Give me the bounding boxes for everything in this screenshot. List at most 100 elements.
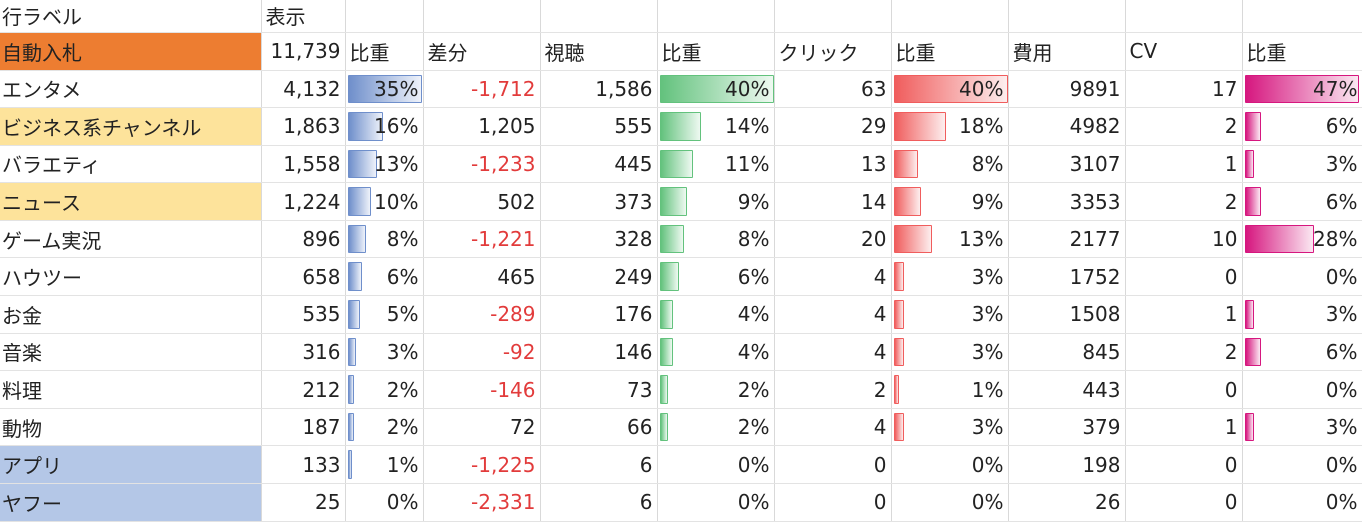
view-value[interactable]: 1,586: [540, 70, 658, 109]
display-value[interactable]: 187: [261, 408, 346, 447]
diff-value[interactable]: 72: [423, 408, 541, 447]
col-diff-header[interactable]: 差分: [423, 32, 541, 71]
click-value[interactable]: 14: [774, 182, 892, 221]
col-click-header[interactable]: クリック: [774, 32, 892, 71]
click-value[interactable]: 4: [774, 257, 892, 297]
ratio-cell[interactable]: 0%: [657, 483, 775, 522]
diff-value[interactable]: 1,205: [423, 107, 541, 146]
row-label[interactable]: バラエティ: [0, 145, 262, 184]
ratio-cell[interactable]: 18%: [891, 107, 1009, 146]
ratio-cell[interactable]: 35%: [345, 70, 424, 109]
cv-value[interactable]: 10: [1125, 220, 1243, 259]
cost-value[interactable]: 3107: [1008, 145, 1126, 184]
click-value[interactable]: 20: [774, 220, 892, 259]
group-label[interactable]: 自動入札: [0, 32, 262, 71]
display-value[interactable]: 1,863: [261, 107, 346, 146]
ratio-cell[interactable]: 0%: [1242, 483, 1362, 522]
cv-value[interactable]: 0: [1125, 445, 1243, 485]
diff-value[interactable]: -92: [423, 333, 541, 372]
cost-value[interactable]: 443: [1008, 370, 1126, 409]
ratio-cell[interactable]: 3%: [1242, 145, 1362, 184]
ratio-cell[interactable]: 16%: [345, 107, 424, 146]
row-label[interactable]: 料理: [0, 370, 262, 409]
ratio-cell[interactable]: 11%: [657, 145, 775, 184]
ratio-cell[interactable]: 8%: [657, 220, 775, 259]
click-value[interactable]: 0: [774, 445, 892, 485]
ratio-cell[interactable]: 8%: [891, 145, 1009, 184]
ratio-cell[interactable]: 47%: [1242, 70, 1362, 109]
diff-value[interactable]: -289: [423, 295, 541, 334]
click-value[interactable]: 4: [774, 333, 892, 372]
cost-value[interactable]: 198: [1008, 445, 1126, 485]
ratio-cell[interactable]: 0%: [657, 445, 775, 485]
cost-value[interactable]: 1508: [1008, 295, 1126, 334]
row-label-header[interactable]: 行ラベル: [0, 0, 262, 33]
ratio-cell[interactable]: 6%: [657, 257, 775, 297]
row-label[interactable]: ハウツー: [0, 257, 262, 297]
view-value[interactable]: 6: [540, 445, 658, 485]
ratio-cell[interactable]: 6%: [1242, 107, 1362, 146]
cv-value[interactable]: 1: [1125, 145, 1243, 184]
ratio-cell[interactable]: 4%: [657, 333, 775, 372]
ratio-cell[interactable]: 8%: [345, 220, 424, 259]
row-label[interactable]: ヤフー: [0, 483, 262, 522]
ratio-cell[interactable]: 6%: [1242, 182, 1362, 221]
view-value[interactable]: 328: [540, 220, 658, 259]
ratio-cell[interactable]: 2%: [345, 408, 424, 447]
row-label[interactable]: お金: [0, 295, 262, 334]
view-value[interactable]: 373: [540, 182, 658, 221]
display-value[interactable]: 535: [261, 295, 346, 334]
cost-value[interactable]: 4982: [1008, 107, 1126, 146]
display-value[interactable]: 4,132: [261, 70, 346, 109]
view-value[interactable]: 73: [540, 370, 658, 409]
cost-value[interactable]: 1752: [1008, 257, 1126, 297]
diff-value[interactable]: -1,221: [423, 220, 541, 259]
diff-value[interactable]: 502: [423, 182, 541, 221]
row-label[interactable]: 音楽: [0, 333, 262, 372]
click-value[interactable]: 2: [774, 370, 892, 409]
col-view-header[interactable]: 視聴: [540, 32, 658, 71]
cost-value[interactable]: 26: [1008, 483, 1126, 522]
col-cost-header[interactable]: 費用: [1008, 32, 1126, 71]
ratio-cell[interactable]: 3%: [891, 257, 1009, 297]
ratio-cell[interactable]: 2%: [657, 370, 775, 409]
col-ratio-header[interactable]: 比重: [891, 32, 1009, 71]
ratio-cell[interactable]: 2%: [345, 370, 424, 409]
display-value[interactable]: 316: [261, 333, 346, 372]
cost-value[interactable]: 3353: [1008, 182, 1126, 221]
cv-value[interactable]: 1: [1125, 408, 1243, 447]
ratio-cell[interactable]: 1%: [345, 445, 424, 485]
diff-value[interactable]: 465: [423, 257, 541, 297]
ratio-cell[interactable]: 3%: [1242, 295, 1362, 334]
ratio-cell[interactable]: 9%: [657, 182, 775, 221]
row-label[interactable]: ビジネス系チャンネル: [0, 107, 262, 146]
view-value[interactable]: 249: [540, 257, 658, 297]
click-value[interactable]: 29: [774, 107, 892, 146]
cv-value[interactable]: 0: [1125, 257, 1243, 297]
row-label[interactable]: ニュース: [0, 182, 262, 221]
col-ratio-header[interactable]: 比重: [345, 32, 424, 71]
ratio-cell[interactable]: 3%: [891, 408, 1009, 447]
view-value[interactable]: 176: [540, 295, 658, 334]
display-value[interactable]: 1,224: [261, 182, 346, 221]
ratio-cell[interactable]: 0%: [891, 445, 1009, 485]
row-label[interactable]: 動物: [0, 408, 262, 447]
cv-value[interactable]: 0: [1125, 483, 1243, 522]
col-ratio-header[interactable]: 比重: [657, 32, 775, 71]
ratio-cell[interactable]: 13%: [345, 145, 424, 184]
cv-value[interactable]: 1: [1125, 295, 1243, 334]
ratio-cell[interactable]: 3%: [345, 333, 424, 372]
display-value[interactable]: 896: [261, 220, 346, 259]
display-value[interactable]: 133: [261, 445, 346, 485]
ratio-cell[interactable]: 5%: [345, 295, 424, 334]
ratio-cell[interactable]: 10%: [345, 182, 424, 221]
ratio-cell[interactable]: 3%: [891, 333, 1009, 372]
col-ratio-header[interactable]: 比重: [1242, 32, 1362, 71]
ratio-cell[interactable]: 0%: [1242, 370, 1362, 409]
row-label[interactable]: エンタメ: [0, 70, 262, 109]
view-value[interactable]: 146: [540, 333, 658, 372]
view-value[interactable]: 555: [540, 107, 658, 146]
cv-value[interactable]: 2: [1125, 182, 1243, 221]
row-label[interactable]: アプリ: [0, 445, 262, 485]
ratio-cell[interactable]: 14%: [657, 107, 775, 146]
